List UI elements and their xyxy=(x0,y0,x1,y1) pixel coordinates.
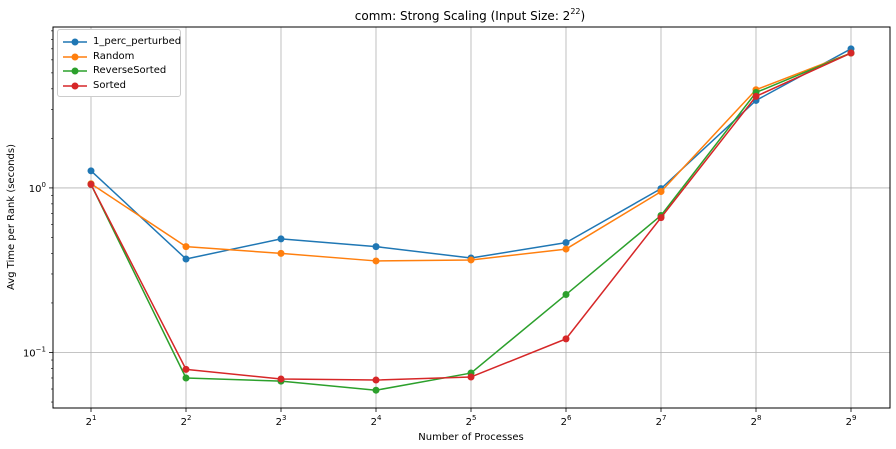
x-tick-label: 24 xyxy=(371,414,382,428)
data-point-random xyxy=(562,245,570,253)
data-point-1-perc-perturbed xyxy=(277,235,285,243)
data-point-reversesorted xyxy=(182,374,190,382)
data-point-1-perc-perturbed xyxy=(372,243,380,251)
data-point-random xyxy=(372,257,380,265)
data-point-sorted xyxy=(182,365,190,373)
x-axis-label: Number of Processes xyxy=(418,432,523,443)
data-point-sorted xyxy=(752,92,760,100)
series-sorted xyxy=(87,49,855,384)
x-tick-label: 26 xyxy=(561,414,572,428)
legend-label-1-perc-perturbed: 1_perc_perturbed xyxy=(93,36,182,47)
legend-swatch-1-perc-perturbed xyxy=(63,38,87,46)
data-point-1-perc-perturbed xyxy=(182,255,190,263)
data-point-reversesorted xyxy=(562,291,570,299)
grid xyxy=(53,27,890,408)
legend: 1_perc_perturbed Random ReverseSorted So… xyxy=(57,29,181,97)
data-point-sorted xyxy=(372,376,380,384)
legend-label-random: Random xyxy=(93,50,135,62)
data-point-random xyxy=(467,256,475,264)
legend-label-sorted: Sorted xyxy=(93,79,126,91)
legend-item-sorted: Sorted xyxy=(63,79,181,93)
x-tick-label: 21 xyxy=(86,414,97,428)
x-tick-label: 27 xyxy=(656,414,667,428)
x-tick-label: 25 xyxy=(466,414,477,428)
data-point-random xyxy=(657,188,665,196)
legend-swatch-reversesorted xyxy=(63,67,87,75)
data-point-random xyxy=(182,243,190,251)
data-point-sorted xyxy=(657,214,665,222)
legend-item-random: Random xyxy=(63,50,181,64)
data-point-sorted xyxy=(562,335,570,343)
y-axis-label: Avg Time per Rank (seconds) xyxy=(6,144,17,290)
chart-title-exponent: 22 xyxy=(570,7,580,16)
data-point-random xyxy=(277,249,285,257)
x-tick-label: 28 xyxy=(751,414,762,428)
chart-title: comm: Strong Scaling (Input Size: 222) xyxy=(355,7,585,23)
data-point-1-perc-perturbed xyxy=(87,167,95,175)
legend-swatch-random xyxy=(63,53,87,60)
data-point-sorted xyxy=(847,49,855,57)
series-lines xyxy=(87,45,855,394)
y-tick-label: 100 xyxy=(29,181,46,195)
x-tick-label: 29 xyxy=(846,414,857,428)
legend-item-reversesorted: ReverseSorted xyxy=(63,64,181,78)
data-point-sorted xyxy=(87,180,95,188)
x-tick-label: 23 xyxy=(276,414,287,428)
data-point-sorted xyxy=(277,375,285,383)
axis-ticks: 21 22 23 24 25 26 27 28 29 10−1 100 xyxy=(23,30,857,428)
plot-area-frame xyxy=(52,26,891,409)
x-tick-label: 22 xyxy=(181,414,192,428)
data-point-sorted xyxy=(467,373,475,381)
legend-swatch-sorted xyxy=(63,82,87,89)
y-tick-label: 10−1 xyxy=(23,345,46,359)
legend-item-1-perc-perturbed: 1_perc_perturbed xyxy=(63,35,181,49)
legend-label-reversesorted: ReverseSorted xyxy=(93,65,167,76)
data-point-reversesorted xyxy=(372,386,380,394)
data-point-1-perc-perturbed xyxy=(562,239,570,247)
